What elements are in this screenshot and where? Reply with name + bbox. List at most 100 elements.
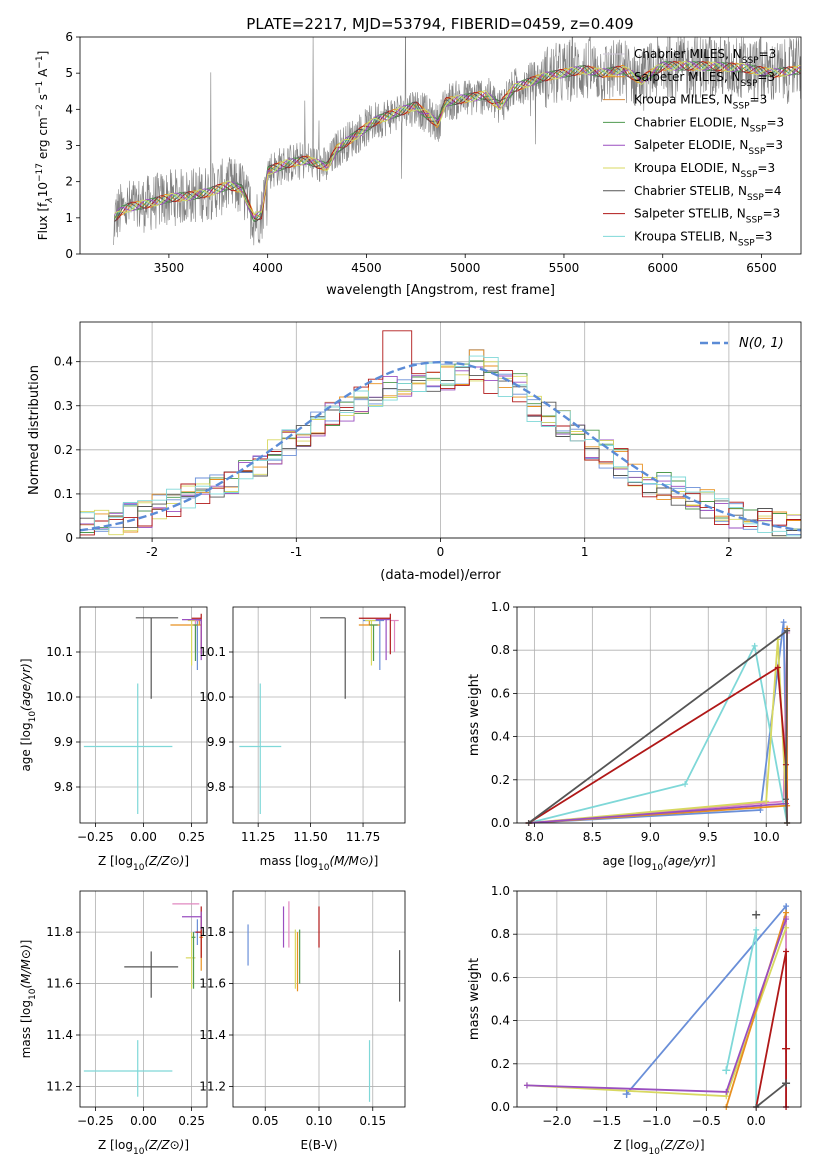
x-axis-label: Z [log10(Z/Z⊙)] — [98, 1138, 189, 1157]
weight-marker — [783, 909, 790, 916]
mass-vs-extinction-plot: 0.05 0.10 0.15 11.2 11.4 11.6 11.8 E(B-V) — [199, 890, 406, 1152]
legend-label: Salpeter STELIB, NSSP=3 — [634, 207, 780, 226]
y-axis-label: mass weight — [467, 958, 482, 1040]
observed-spectrum — [113, 37, 801, 246]
y-tick-label: 10.0 — [46, 690, 73, 704]
legend-label: Kroupa ELODIE, NSSP=3 — [634, 161, 775, 180]
weight-marker — [784, 627, 791, 634]
y-tick-label: 0.4 — [491, 1014, 510, 1028]
y-tick-label: 1 — [65, 211, 73, 225]
y-tick-label: 2 — [65, 175, 73, 189]
y-tick-label: 0.1 — [54, 487, 73, 501]
x-tick-label: −1.5 — [592, 1114, 621, 1128]
y-tick-label: 3 — [65, 139, 73, 153]
x-tick-label: 2 — [725, 545, 733, 559]
error-point — [135, 617, 179, 699]
y-tick-label: 11.6 — [46, 977, 73, 991]
x-tick-label: 10.0 — [753, 830, 780, 844]
model-spectrum — [114, 61, 801, 222]
x-tick-label: 11.25 — [241, 830, 275, 844]
x-tick-label: 11.75 — [346, 830, 380, 844]
x-tick-label: 8.5 — [583, 830, 602, 844]
weight-marker — [752, 910, 761, 919]
y-axis-label: mass [log10(M/M⊙)] — [19, 940, 38, 1059]
y-tick-label: 0 — [65, 531, 73, 545]
error-point — [320, 617, 346, 699]
y-tick-label: 0.4 — [491, 730, 510, 744]
y-tick-label: 1.0 — [491, 600, 510, 614]
y-tick-label: 0 — [65, 247, 73, 261]
x-tick-label: 9.0 — [641, 830, 660, 844]
x-tick-label: 0.00 — [130, 1114, 157, 1128]
error-point — [187, 619, 196, 666]
axes-frame — [232, 606, 406, 824]
y-tick-label: 11.8 — [46, 925, 73, 939]
weight-marker — [782, 1079, 791, 1088]
axes-frame — [516, 890, 802, 1108]
x-tick-label: 5500 — [549, 261, 580, 275]
y-tick-label: 6 — [65, 30, 73, 44]
y-tick-label: 4 — [65, 102, 73, 116]
figure-title: PLATE=2217, MJD=53794, FIBERID=0459, z=0… — [246, 15, 633, 33]
error-point — [365, 619, 376, 666]
axes-frame — [79, 321, 802, 539]
y-tick-label: 9.9 — [54, 735, 73, 749]
y-tick-label: 0.6 — [491, 970, 510, 984]
x-tick-label: 4000 — [252, 261, 283, 275]
mass-weight-vs-age-plot: 8.0 8.5 9.0 9.5 10.0 0.0 0.2 0.4 0.6 0.8 1.0 age [l… — [467, 600, 802, 873]
x-tick-label: −1.0 — [642, 1114, 671, 1128]
legend-label: Chabrier ELODIE, NSSP=3 — [634, 115, 784, 134]
x-axis-label: Z [log10(Z/Z⊙)] — [613, 1138, 704, 1157]
x-axis-label: E(B-V) — [300, 1138, 337, 1152]
y-tick-label: 0.8 — [491, 927, 510, 941]
y-tick-label: 0.3 — [54, 399, 73, 413]
x-tick-label: 0 — [437, 545, 445, 559]
x-tick-label: 6500 — [746, 261, 777, 275]
x-tick-label: 3500 — [154, 261, 185, 275]
model-spectrum — [114, 61, 801, 219]
y-tick-label: 0.6 — [491, 686, 510, 700]
y-tick-label: 11.4 — [199, 1028, 226, 1042]
x-tick-label: 0.00 — [130, 830, 157, 844]
weight-series — [528, 621, 788, 824]
x-axis-label: mass [log10(M/M⊙)] — [260, 854, 379, 873]
mass-weight-vs-metallicity-plot: −2.0 −1.5 −1.0 −0.5 0.0 0.0 0.2 0.4 0.6 0.8 1.0 Z [… — [467, 884, 802, 1157]
x-tick-label: 5000 — [450, 261, 481, 275]
y-tick-label: 9.8 — [207, 780, 226, 794]
y-axis-label: age [log10(age/yr)] — [19, 658, 38, 771]
x-tick-label: 0.25 — [178, 830, 205, 844]
legend-label: Chabrier MILES, NSSP=3 — [634, 47, 776, 66]
mass-vs-metallicity-plot: −0.25 0.00 0.25 11.2 11.4 11.6 11.8 Z [log10(Z/… — [19, 890, 208, 1157]
y-tick-label: 0.0 — [491, 816, 510, 830]
histogram-series — [80, 330, 801, 536]
spectrum-plot: 3500 4000 4500 5000 5500 6000 6500 0 1 2 3 4 5 6 Chabr… — [35, 30, 802, 298]
legend-label: Kroupa STELIB, NSSP=3 — [634, 229, 772, 248]
error-point — [124, 951, 179, 998]
y-tick-label: 0.8 — [491, 643, 510, 657]
error-point — [83, 683, 173, 814]
y-tick-label: 11.2 — [199, 1079, 226, 1093]
y-tick-label: 0.2 — [491, 1057, 510, 1071]
gaussian-curve — [79, 360, 802, 532]
x-tick-label: 0.25 — [178, 1114, 205, 1128]
legend-label: Chabrier STELIB, NSSP=4 — [634, 184, 782, 203]
y-axis-label: mass weight — [467, 674, 482, 756]
weight-marker — [523, 1082, 530, 1089]
error-point — [390, 619, 399, 652]
error-point — [181, 618, 202, 661]
weight-series — [755, 951, 787, 1108]
error-point — [170, 620, 202, 626]
x-tick-label: 0.15 — [359, 1114, 386, 1128]
weight-series — [528, 628, 789, 824]
x-tick-label: 4500 — [351, 261, 382, 275]
weight-marker — [682, 781, 689, 788]
y-tick-label: 10.1 — [199, 645, 226, 659]
x-tick-label: 6000 — [647, 261, 678, 275]
x-tick-label: 0.10 — [306, 1114, 333, 1128]
x-axis-label: Z [log10(Z/Z⊙)] — [98, 854, 189, 873]
error-point — [358, 613, 391, 655]
legend-label: Salpeter MILES, NSSP=3 — [634, 70, 775, 89]
x-axis-label: wavelength [Angstrom, rest frame] — [326, 283, 555, 298]
y-tick-label: 5 — [65, 66, 73, 80]
axes-frame — [79, 890, 208, 1108]
